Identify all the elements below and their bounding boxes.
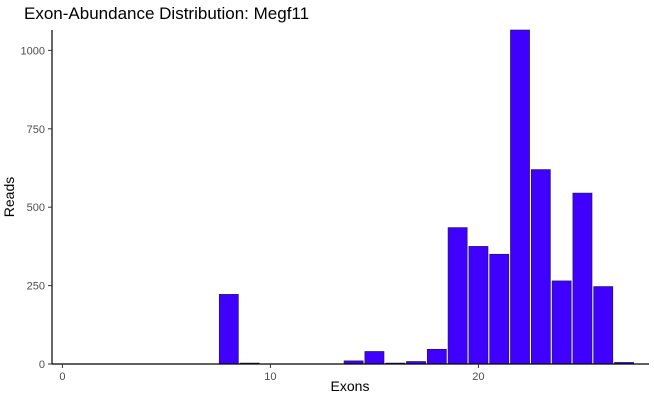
bar-exon-15 [364, 351, 385, 365]
x-tick-label: 20 [472, 371, 484, 383]
bar-exon-23 [530, 169, 551, 365]
x-tick-label: 10 [264, 371, 276, 383]
bar-exon-26 [593, 286, 614, 365]
x-axis-label: Exons [331, 378, 370, 394]
y-tick-label: 1000 [21, 45, 45, 57]
x-tick-label: 0 [59, 371, 65, 383]
bar-exon-18 [426, 348, 447, 365]
bar-exon-21 [489, 253, 510, 365]
y-tick-label: 0 [39, 359, 45, 371]
bar-exon-20 [468, 246, 489, 365]
bar-exon-25 [572, 192, 593, 365]
bar-series [218, 29, 634, 365]
bar-exon-22 [510, 29, 530, 365]
bar-exon-19 [447, 227, 468, 365]
y-tick-label: 250 [27, 281, 45, 293]
y-axis-ticks: 0 250 500 750 1000 [21, 45, 52, 371]
y-axis-label: Reads [1, 177, 17, 217]
x-axis-ticks: 0 10 20 [59, 364, 485, 383]
chart-title: Exon-Abundance Distribution: Megf11 [24, 4, 309, 23]
y-tick-label: 500 [27, 202, 45, 214]
bar-exon-24 [551, 280, 572, 365]
y-tick-label: 750 [27, 124, 45, 136]
bar-exon-8 [218, 294, 239, 365]
